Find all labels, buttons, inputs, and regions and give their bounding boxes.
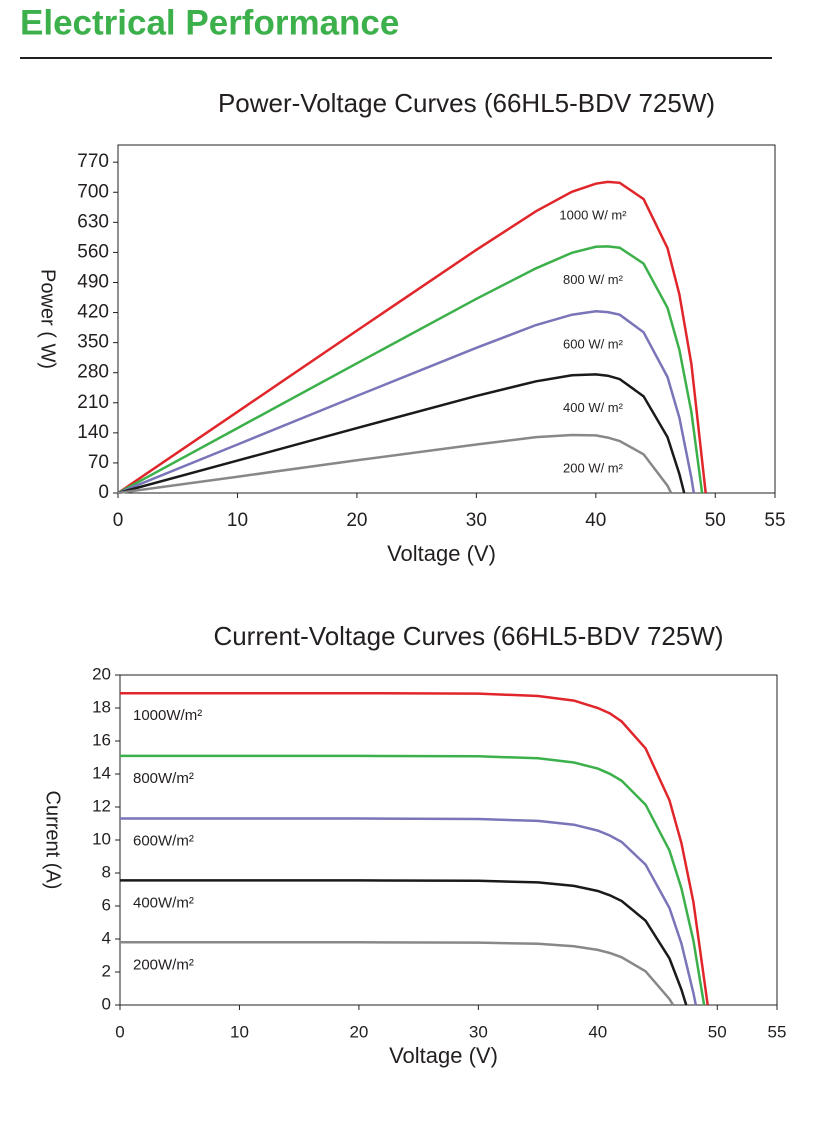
curve-label: 800 W/ m² — [563, 272, 624, 287]
curve — [117, 433, 673, 495]
chart-title: Current-Voltage Curves (66HL5-BDV 725W) — [213, 621, 723, 651]
y-tick-label: 0 — [102, 994, 111, 1013]
y-tick-label: 14 — [92, 763, 111, 782]
curve-label: 400 W/ m² — [563, 400, 624, 415]
curve-label: 1000 W/ m² — [559, 207, 627, 222]
chart-title: Power-Voltage Curves (66HL5-BDV 725W) — [218, 88, 715, 118]
page-title: Electrical Performance — [20, 3, 399, 42]
y-tick-label: 12 — [92, 796, 111, 815]
curve — [120, 691, 709, 1006]
y-tick-label: 630 — [77, 211, 109, 232]
x-tick-label: 50 — [708, 1022, 727, 1041]
x-tick-label: 40 — [585, 510, 606, 531]
y-tick-label: 700 — [77, 181, 109, 202]
x-tick-label: 30 — [466, 510, 487, 531]
curve — [117, 180, 707, 495]
y-axis-label: Power ( W) — [37, 269, 59, 369]
curve-label: 200 W/ m² — [563, 460, 624, 475]
curve-label: 200W/m² — [133, 956, 194, 973]
plot-frame — [117, 144, 776, 494]
y-tick-label: 420 — [77, 302, 109, 323]
curve-label: 600 W/ m² — [563, 337, 624, 352]
x-tick-label: 0 — [115, 1022, 124, 1041]
curve — [120, 754, 706, 1006]
y-tick-label: 10 — [92, 829, 111, 848]
curve-label: 1000W/m² — [133, 707, 202, 724]
y-tick-label: 2 — [102, 961, 111, 980]
x-tick-label: 0 — [113, 510, 124, 531]
y-tick-label: 70 — [88, 452, 109, 473]
x-tick-label: 50 — [705, 510, 726, 531]
y-tick-label: 16 — [92, 730, 111, 749]
y-tick-label: 280 — [77, 362, 109, 383]
curve — [120, 817, 698, 1006]
y-tick-label: 20 — [92, 664, 111, 683]
plot-frame — [119, 674, 778, 1006]
curve — [120, 879, 688, 1006]
curve-label: 400W/m² — [133, 894, 194, 911]
x-axis-label: Voltage (V) — [389, 1043, 498, 1068]
x-tick-label: 10 — [227, 510, 248, 531]
y-tick-label: 210 — [77, 392, 109, 413]
curve — [117, 310, 696, 495]
x-tick-label: 30 — [469, 1022, 488, 1041]
y-tick-label: 0 — [98, 482, 109, 503]
y-tick-label: 770 — [77, 151, 109, 172]
x-tick-label: 20 — [346, 510, 367, 531]
y-tick-label: 560 — [77, 241, 109, 262]
x-tick-label: 40 — [588, 1022, 607, 1041]
y-axis-label: Current (A) — [42, 791, 64, 890]
curve-label: 800W/m² — [133, 770, 194, 787]
curve — [120, 941, 675, 1006]
x-tick-label: 55 — [764, 510, 785, 531]
x-axis-label: Voltage (V) — [387, 541, 496, 566]
y-tick-label: 8 — [102, 862, 111, 881]
y-tick-label: 18 — [92, 697, 111, 716]
x-tick-label: 10 — [230, 1022, 249, 1041]
y-tick-label: 490 — [77, 271, 109, 292]
x-tick-label: 55 — [768, 1022, 787, 1041]
y-tick-label: 6 — [102, 895, 111, 914]
curve-label: 600W/m² — [133, 833, 194, 850]
y-tick-label: 350 — [77, 332, 109, 353]
y-tick-label: 4 — [102, 928, 111, 947]
y-tick-label: 140 — [77, 422, 109, 443]
x-tick-label: 20 — [349, 1022, 368, 1041]
curve — [117, 245, 704, 495]
curve — [117, 373, 686, 495]
